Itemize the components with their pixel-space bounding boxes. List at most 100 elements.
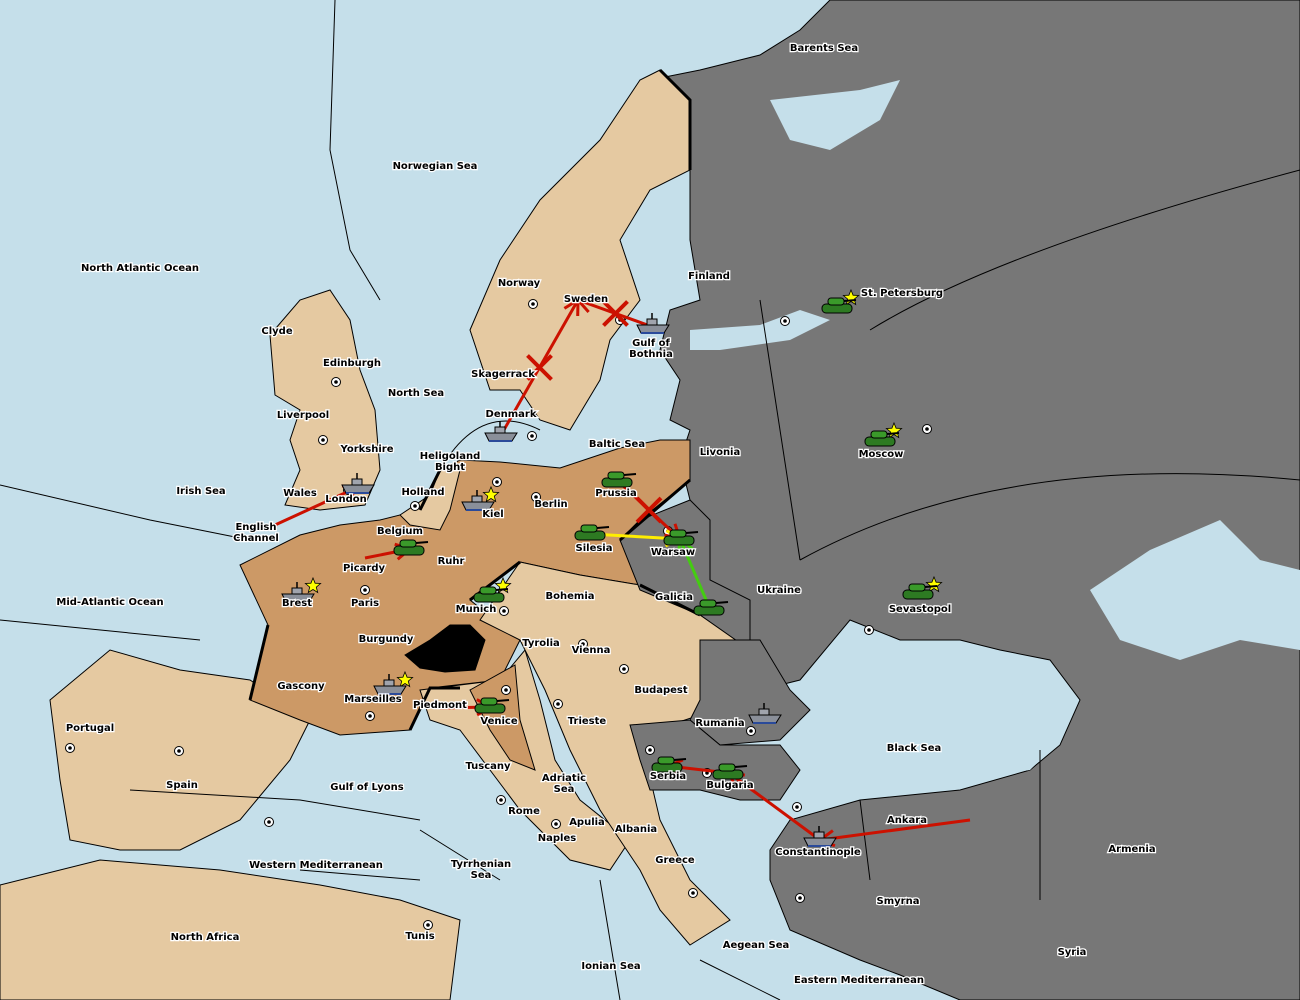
province-label[interactable]: Tyrrhenian Sea bbox=[450, 858, 513, 883]
province-label[interactable]: Western Mediterranean bbox=[248, 859, 384, 873]
province-label[interactable]: Livonia bbox=[699, 446, 742, 460]
province-label[interactable]: Ruhr bbox=[436, 555, 465, 569]
province-label[interactable]: Silesia bbox=[574, 542, 613, 556]
army-tank-icon[interactable] bbox=[393, 539, 429, 556]
army-tank-icon[interactable] bbox=[693, 599, 729, 616]
army-tank-icon[interactable] bbox=[821, 297, 857, 314]
army-tank-icon[interactable] bbox=[651, 756, 687, 773]
province-label[interactable]: Gulf of Bothnia bbox=[628, 337, 674, 362]
province-label[interactable]: Clyde bbox=[260, 325, 294, 339]
province-label[interactable]: Budapest bbox=[633, 684, 689, 698]
province-label[interactable]: Norway bbox=[497, 277, 542, 291]
province-label[interactable]: Venice bbox=[479, 715, 519, 729]
province-label[interactable]: Mid-Atlantic Ocean bbox=[55, 596, 165, 610]
province-label[interactable]: Finland bbox=[687, 270, 731, 284]
fleet-ship-icon[interactable] bbox=[748, 703, 782, 724]
fleet-ship-icon[interactable] bbox=[461, 490, 495, 511]
province-label[interactable]: Tunis bbox=[404, 930, 436, 944]
province-label[interactable]: Rumania bbox=[694, 717, 746, 731]
province-label[interactable]: Norwegian Sea bbox=[391, 160, 478, 174]
province-label[interactable]: Smyrna bbox=[875, 895, 920, 909]
province-label[interactable]: Wales bbox=[282, 487, 318, 501]
province-label[interactable]: Vienna bbox=[570, 644, 611, 658]
province-label[interactable]: Greece bbox=[654, 854, 696, 868]
province-label[interactable]: Tuscany bbox=[464, 760, 512, 774]
fleet-ship-icon[interactable] bbox=[484, 421, 518, 442]
province-label[interactable]: Gascony bbox=[276, 680, 326, 694]
region-north-africa[interactable] bbox=[0, 859, 461, 1000]
province-label[interactable]: Bohemia bbox=[544, 590, 596, 604]
fleet-ship-icon[interactable] bbox=[803, 826, 837, 847]
province-label[interactable]: Eastern Mediterranean bbox=[793, 974, 925, 988]
province-label[interactable]: Denmark bbox=[484, 408, 538, 422]
province-label[interactable]: Kiel bbox=[481, 508, 505, 522]
province-label[interactable]: Aegean Sea bbox=[721, 939, 790, 953]
province-label[interactable]: Serbia bbox=[649, 770, 688, 784]
province-label[interactable]: Naples bbox=[537, 832, 578, 846]
province-label[interactable]: Galicia bbox=[654, 591, 694, 605]
province-label[interactable]: Spain bbox=[165, 779, 199, 793]
province-label[interactable]: Rome bbox=[507, 805, 541, 819]
province-label[interactable]: English Channel bbox=[232, 521, 280, 546]
province-label[interactable]: Belgium bbox=[376, 525, 424, 539]
province-label[interactable]: Brest bbox=[281, 597, 314, 611]
army-tank-icon[interactable] bbox=[663, 529, 699, 546]
army-tank-icon[interactable] bbox=[574, 524, 610, 541]
army-tank-icon[interactable] bbox=[902, 583, 938, 600]
province-label[interactable]: North Sea bbox=[387, 387, 446, 401]
region-low-countries[interactable] bbox=[399, 469, 461, 531]
region-scandinavia[interactable] bbox=[469, 69, 691, 431]
region-rumania[interactable] bbox=[689, 639, 811, 746]
province-label[interactable]: North Africa bbox=[169, 931, 240, 945]
region-serbia-bulgaria[interactable] bbox=[629, 719, 801, 801]
province-label[interactable]: Picardy bbox=[342, 562, 387, 576]
province-label[interactable]: Skagerrack bbox=[470, 368, 537, 382]
province-label[interactable]: Gulf of Lyons bbox=[329, 781, 405, 795]
army-tank-icon[interactable] bbox=[712, 763, 748, 780]
province-label[interactable]: Burgundy bbox=[357, 633, 415, 647]
province-label[interactable]: Liverpool bbox=[276, 409, 331, 423]
province-label[interactable]: Armenia bbox=[1107, 843, 1157, 857]
fleet-ship-icon[interactable] bbox=[281, 582, 315, 603]
province-label[interactable]: Constantinople bbox=[774, 846, 862, 860]
province-label[interactable]: Edinburgh bbox=[322, 357, 383, 371]
army-tank-icon[interactable] bbox=[474, 697, 510, 714]
province-label[interactable]: Black Sea bbox=[885, 742, 942, 756]
province-label[interactable]: Apulia bbox=[568, 816, 606, 830]
province-label[interactable]: North Atlantic Ocean bbox=[80, 262, 201, 276]
army-tank-icon[interactable] bbox=[473, 586, 509, 603]
province-label[interactable]: Berlin bbox=[533, 498, 569, 512]
province-label[interactable]: Yorkshire bbox=[338, 443, 395, 457]
fleet-ship-icon[interactable] bbox=[373, 674, 407, 695]
province-label[interactable]: Adriatic Sea bbox=[541, 772, 588, 797]
army-tank-icon[interactable] bbox=[864, 430, 900, 447]
province-label[interactable]: Syria bbox=[1056, 946, 1087, 960]
army-tank-icon[interactable] bbox=[601, 471, 637, 488]
region-russia-turkey[interactable] bbox=[658, 0, 1300, 1000]
province-label[interactable]: Sweden bbox=[563, 293, 610, 307]
province-label[interactable]: Piedmont bbox=[412, 699, 469, 713]
province-label[interactable]: Ukraine bbox=[756, 584, 802, 598]
province-label[interactable]: St. Petersburg bbox=[860, 287, 945, 301]
province-label[interactable]: Holland bbox=[400, 486, 446, 500]
fleet-ship-icon[interactable] bbox=[636, 313, 670, 334]
province-label[interactable]: Portugal bbox=[65, 722, 116, 736]
province-label[interactable]: Paris bbox=[350, 597, 381, 611]
province-label[interactable]: Baltic Sea bbox=[588, 438, 647, 452]
province-label[interactable]: Bulgaria bbox=[705, 779, 755, 793]
province-label[interactable]: Marseilles bbox=[343, 693, 403, 707]
province-label[interactable]: Ankara bbox=[886, 814, 928, 828]
province-label[interactable]: Munich bbox=[454, 603, 497, 617]
province-label[interactable]: Albania bbox=[614, 823, 659, 837]
region-britain[interactable] bbox=[269, 289, 381, 511]
province-label[interactable]: Heligoland Bight bbox=[419, 450, 482, 475]
fleet-ship-icon[interactable] bbox=[341, 473, 375, 494]
province-label[interactable]: Tyrolia bbox=[521, 637, 561, 651]
province-label[interactable]: Prussia bbox=[594, 487, 638, 501]
province-label[interactable]: Warsaw bbox=[650, 546, 697, 560]
province-label[interactable]: Barents Sea bbox=[789, 42, 860, 56]
province-label[interactable]: Sevastopol bbox=[888, 603, 953, 617]
province-label[interactable]: Irish Sea bbox=[175, 485, 227, 499]
province-label[interactable]: Trieste bbox=[567, 715, 608, 729]
province-label[interactable]: London bbox=[324, 493, 368, 507]
